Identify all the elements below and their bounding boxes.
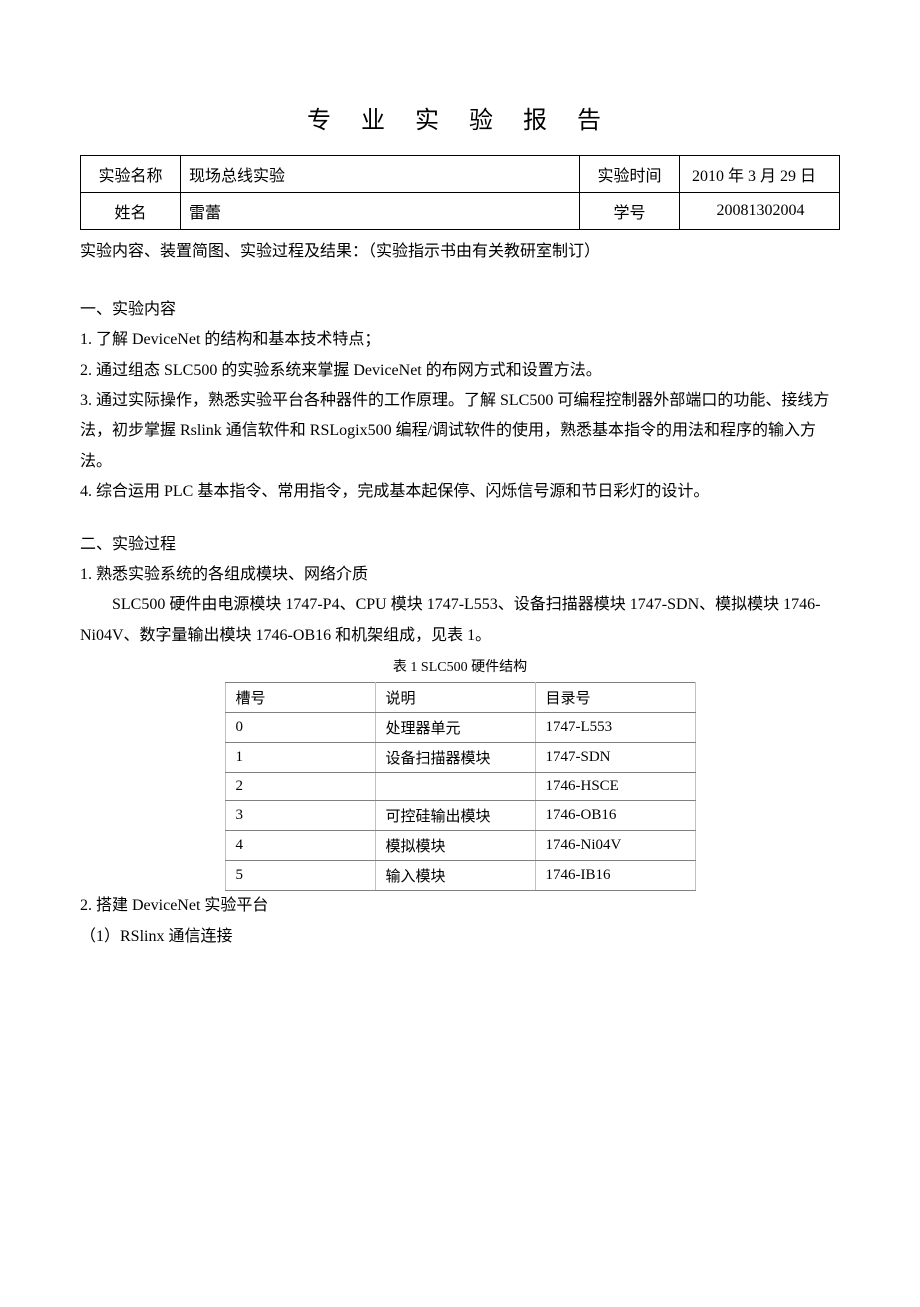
section2-para1: SLC500 硬件由电源模块 1747-P4、CPU 模块 1747-L553、… xyxy=(80,590,840,651)
hw-cell xyxy=(375,773,535,801)
table-row: 2 1746-HSCE xyxy=(225,773,695,801)
hw-cell: 1746-IB16 xyxy=(535,861,695,891)
hw-cell: 1746-Ni04V xyxy=(535,831,695,861)
label-exp-time: 实验时间 xyxy=(580,156,680,193)
section1-item2: 2. 通过组态 SLC500 的实验系统来掌握 DeviceNet 的布网方式和… xyxy=(80,356,840,386)
label-student-id: 学号 xyxy=(580,193,680,230)
hw-cell: 1747-SDN xyxy=(535,743,695,773)
page-title: 专 业 实 验 报 告 xyxy=(80,100,840,135)
section1-heading: 一、实验内容 xyxy=(80,295,840,325)
table-row: 1 设备扫描器模块 1747-SDN xyxy=(225,743,695,773)
hardware-table: 槽号 说明 目录号 0 处理器单元 1747-L553 1 设备扫描器模块 17… xyxy=(225,682,696,891)
hw-cell: 处理器单元 xyxy=(375,713,535,743)
hw-cell: 1747-L553 xyxy=(535,713,695,743)
table-row: 0 处理器单元 1747-L553 xyxy=(225,713,695,743)
section2-item2: 2. 搭建 DeviceNet 实验平台 xyxy=(80,891,840,921)
hw-cell: 5 xyxy=(225,861,375,891)
section2-sub2-1: （1）RSlinx 通信连接 xyxy=(80,922,840,952)
hw-header-slot: 槽号 xyxy=(225,683,375,713)
section2-heading: 二、实验过程 xyxy=(80,530,840,560)
table-row: 槽号 说明 目录号 xyxy=(225,683,695,713)
table-row: 4 模拟模块 1746-Ni04V xyxy=(225,831,695,861)
hw-cell: 1746-HSCE xyxy=(535,773,695,801)
hw-cell: 设备扫描器模块 xyxy=(375,743,535,773)
hardware-table-caption: 表 1 SLC500 硬件结构 xyxy=(80,655,840,680)
hw-cell: 4 xyxy=(225,831,375,861)
header-table: 实验名称 现场总线实验 实验时间 2010 年 3 月 29 日 姓名 雷蕾 学… xyxy=(80,155,840,230)
value-student-id: 20081302004 xyxy=(680,193,840,230)
hw-cell: 2 xyxy=(225,773,375,801)
hw-cell: 1746-OB16 xyxy=(535,801,695,831)
hw-header-catalog: 目录号 xyxy=(535,683,695,713)
section2-item1: 1. 熟悉实验系统的各组成模块、网络介质 xyxy=(80,560,840,590)
table-row: 实验名称 现场总线实验 实验时间 2010 年 3 月 29 日 xyxy=(81,156,840,193)
hw-cell: 1 xyxy=(225,743,375,773)
hw-cell: 输入模块 xyxy=(375,861,535,891)
content-note: 实验内容、装置简图、实验过程及结果：（实验指示书由有关教研室制订） xyxy=(80,238,840,267)
value-exp-time: 2010 年 3 月 29 日 xyxy=(680,156,840,193)
label-exp-name: 实验名称 xyxy=(81,156,181,193)
table-row: 姓名 雷蕾 学号 20081302004 xyxy=(81,193,840,230)
section1-item3: 3. 通过实际操作，熟悉实验平台各种器件的工作原理。了解 SLC500 可编程控… xyxy=(80,386,840,477)
section1-item1: 1. 了解 DeviceNet 的结构和基本技术特点； xyxy=(80,325,840,355)
label-student-name: 姓名 xyxy=(81,193,181,230)
hw-cell: 0 xyxy=(225,713,375,743)
hw-header-desc: 说明 xyxy=(375,683,535,713)
hw-cell: 模拟模块 xyxy=(375,831,535,861)
section1-item4: 4. 综合运用 PLC 基本指令、常用指令，完成基本起保停、闪烁信号源和节日彩灯… xyxy=(80,477,840,507)
hw-cell: 3 xyxy=(225,801,375,831)
table-row: 5 输入模块 1746-IB16 xyxy=(225,861,695,891)
hw-cell: 可控硅输出模块 xyxy=(375,801,535,831)
value-student-name: 雷蕾 xyxy=(181,193,580,230)
value-exp-name: 现场总线实验 xyxy=(181,156,580,193)
table-row: 3 可控硅输出模块 1746-OB16 xyxy=(225,801,695,831)
